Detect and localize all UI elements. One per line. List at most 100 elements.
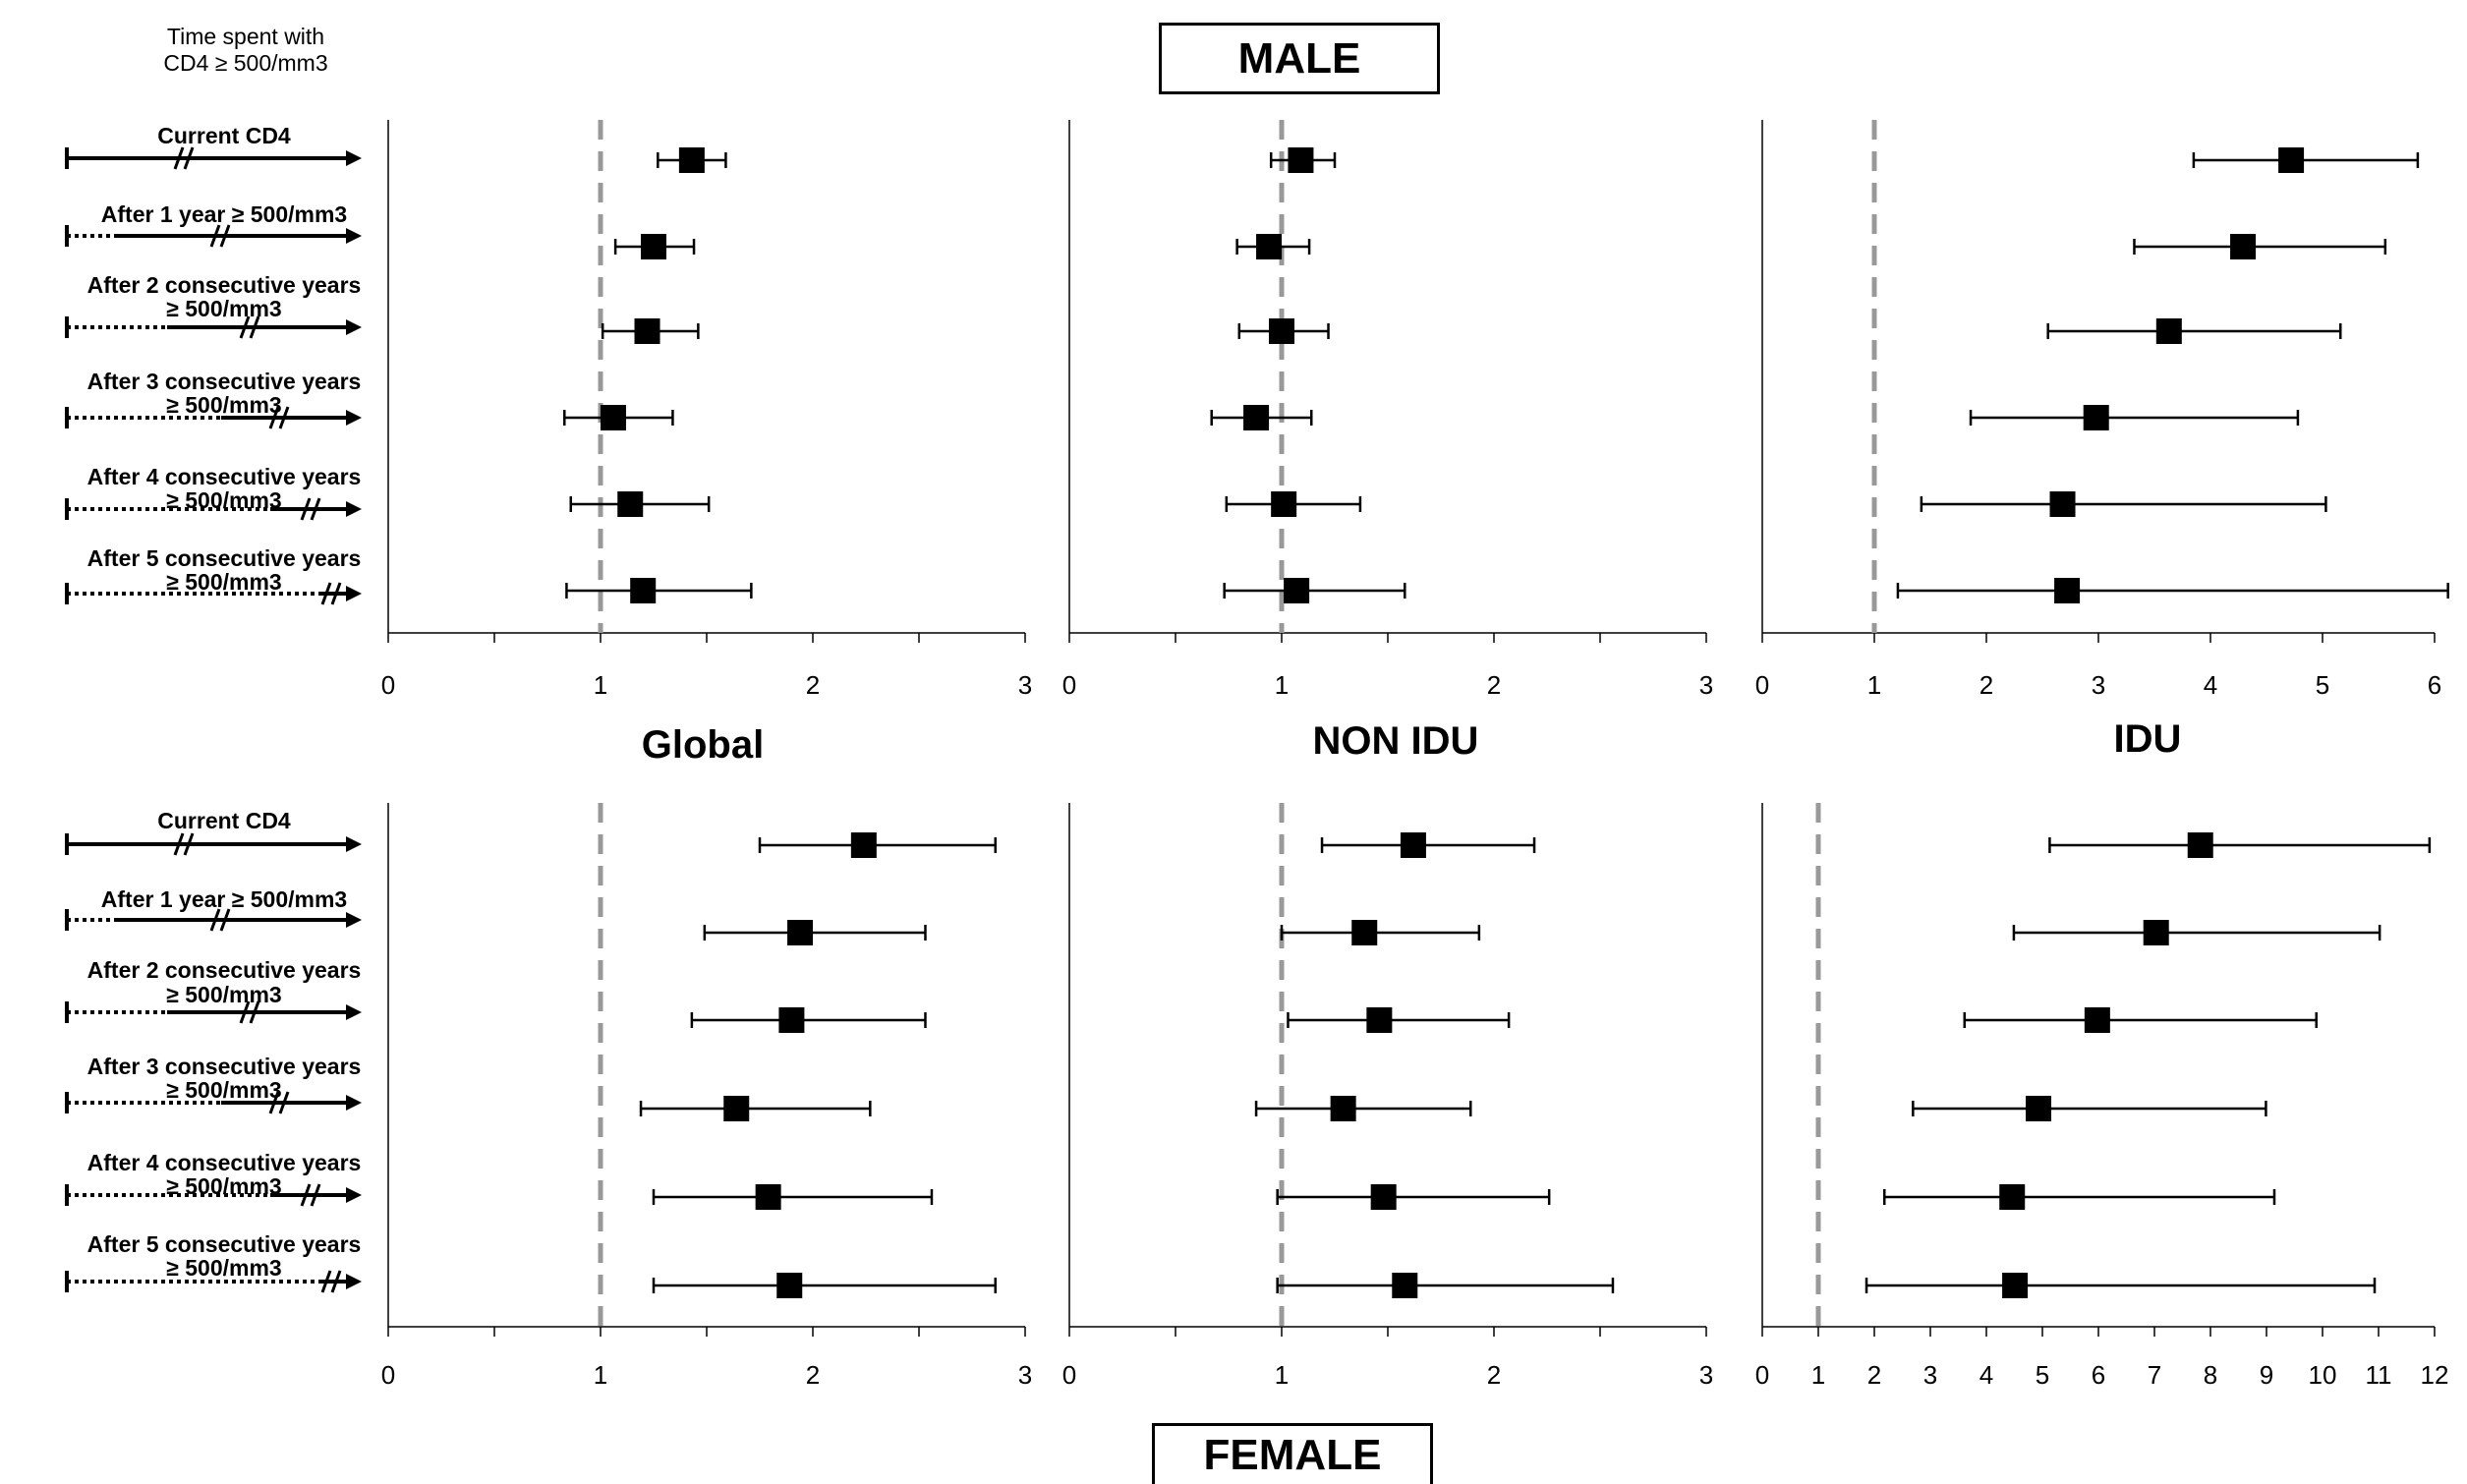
female-row-diagram-6-break-slash-b <box>330 1270 342 1293</box>
legend-title-line1: Time spent with <box>166 24 325 49</box>
male-idu-x-tick-label-6: 6 <box>2428 670 2441 700</box>
female-global-estimate-marker-5 <box>755 1184 781 1210</box>
male-idu-estimate-marker-5 <box>2049 491 2076 517</box>
female-row-diagram-1-break-slash-a <box>173 832 185 856</box>
female-global-estimate-marker-1 <box>850 832 877 858</box>
female-non-idu-estimate-marker-1 <box>1400 832 1426 858</box>
male-idu-estimate-marker-6 <box>2054 578 2081 603</box>
male-non-idu-estimate-marker-5 <box>1271 491 1297 517</box>
male-row-label-4-line1: After 3 consecutive years <box>87 369 362 394</box>
female-idu-x-tick-label-1: 1 <box>1811 1360 1825 1390</box>
female-row-diagram-5-break-slash-b <box>310 1183 321 1207</box>
male-row-diagram-4-break-slash-b <box>278 406 290 429</box>
female-row-diagram-1-arrowhead <box>346 836 362 852</box>
female-row-diagram-3-break-slash-b <box>249 1000 260 1024</box>
male-non-idu-x-tick-label-0: 0 <box>1062 670 1076 700</box>
male-global-x-tick-label-1: 1 <box>594 670 607 700</box>
male-idu-x-tick-label-0: 0 <box>1755 670 1769 700</box>
male-row-diagram-3-break-slash-a <box>239 315 251 339</box>
female-idu-x-tick-label-5: 5 <box>2036 1360 2049 1390</box>
female-idu-x-tick-label-9: 9 <box>2260 1360 2273 1390</box>
female-row-diagram-1-break-slash-b <box>183 832 195 856</box>
female-global-x-tick-label-3: 3 <box>1018 1360 1032 1390</box>
female-row-diagram-4-break-slash-a <box>268 1091 280 1114</box>
panel-label-non-idu: NON IDU <box>1312 719 1479 763</box>
female-non-idu-estimate-marker-4 <box>1330 1096 1356 1121</box>
male-non-idu-estimate-marker-2 <box>1256 234 1283 259</box>
male-global-x-tick-label-3: 3 <box>1018 670 1032 700</box>
female-non-idu-x-tick-label-2: 2 <box>1487 1360 1501 1390</box>
male-global-estimate-marker-5 <box>617 491 644 517</box>
male-non-idu-x-tick-label-3: 3 <box>1699 670 1713 700</box>
female-row-diagram-4-break-slash-b <box>278 1091 290 1114</box>
female-non-idu-estimate-marker-6 <box>1392 1273 1418 1298</box>
female-non-idu-x-tick-label-1: 1 <box>1275 1360 1289 1390</box>
female-idu-x-tick-label-7: 7 <box>2148 1360 2161 1390</box>
panel-label-global: Global <box>641 723 765 767</box>
male-title: MALE <box>1159 23 1440 94</box>
panel-label-idu: IDU <box>2113 717 2182 761</box>
male-non-idu-x-tick-label-2: 2 <box>1487 670 1501 700</box>
male-row-diagram-6-break-slash-b <box>330 582 342 605</box>
male-non-idu-estimate-marker-6 <box>1284 578 1310 603</box>
male-row-diagram-5-arrowhead <box>346 501 362 517</box>
female-row-diagram-5-arrowhead <box>346 1187 362 1203</box>
female-global-estimate-marker-3 <box>778 1007 805 1033</box>
male-row-diagram-5-break-slash-b <box>310 497 321 521</box>
female-global-x-tick-label-1: 1 <box>594 1360 607 1390</box>
female-idu-x-tick-label-2: 2 <box>1867 1360 1881 1390</box>
male-non-idu-estimate-marker-3 <box>1269 318 1294 344</box>
female-row-diagram-3-arrowhead <box>346 1004 362 1020</box>
female-row-diagram-6-arrowhead <box>346 1274 362 1289</box>
female-row-diagram-4-arrowhead <box>346 1095 362 1111</box>
female-idu-estimate-marker-5 <box>1999 1184 2026 1210</box>
male-non-idu-x-tick-label-1: 1 <box>1275 670 1289 700</box>
female-idu-x-tick-label-11: 11 <box>2366 1360 2392 1390</box>
female-non-idu-estimate-marker-3 <box>1366 1007 1393 1033</box>
female-row-diagram-3-break-slash-a <box>239 1000 251 1024</box>
male-row-label-1-line1: Current CD4 <box>157 123 291 148</box>
female-idu-x-tick-label-12: 12 <box>2421 1360 2449 1390</box>
female-idu-x-tick-label-10: 10 <box>2309 1360 2337 1390</box>
male-global-estimate-marker-2 <box>641 234 666 259</box>
male-global-estimate-marker-4 <box>600 405 626 430</box>
male-row-label-6-line2: ≥ 500/mm3 <box>166 569 281 595</box>
male-row-diagram-5-break-slash-a <box>300 497 312 521</box>
male-row-diagram-1-arrowhead <box>346 150 362 166</box>
legend-header: Time spent with CD4 ≥ 500/mm3 <box>88 24 403 77</box>
male-global-x-tick-label-2: 2 <box>806 670 820 700</box>
female-row-label-3-line1: After 2 consecutive years <box>87 957 362 983</box>
male-global-x-tick-label-0: 0 <box>381 670 395 700</box>
female-non-idu-estimate-marker-5 <box>1370 1184 1397 1210</box>
male-row-label-3-line1: After 2 consecutive years <box>87 272 362 298</box>
female-row-diagram-6-break-slash-a <box>320 1270 332 1293</box>
female-row-label-1-line1: Current CD4 <box>157 808 291 833</box>
female-row-label-2-line1: After 1 year ≥ 500/mm3 <box>101 886 347 912</box>
male-row-diagram-2-break-slash-b <box>219 224 231 248</box>
female-row-label-4-line2: ≥ 500/mm3 <box>166 1077 281 1103</box>
male-global-estimate-marker-6 <box>630 578 657 603</box>
male-row-label-6-line1: After 5 consecutive years <box>87 545 362 571</box>
female-row-diagram-2-break-slash-a <box>209 908 221 932</box>
female-row-diagram-5-break-slash-a <box>300 1183 312 1207</box>
female-idu-estimate-marker-4 <box>2026 1096 2052 1121</box>
female-idu-estimate-marker-1 <box>2187 832 2213 858</box>
male-row-label-5-line1: After 4 consecutive years <box>87 464 362 489</box>
female-row-label-3-line2: ≥ 500/mm3 <box>166 982 281 1007</box>
male-row-diagram-4-break-slash-a <box>268 406 280 429</box>
female-row-label-6-line2: ≥ 500/mm3 <box>166 1255 281 1281</box>
male-idu-x-tick-label-3: 3 <box>2092 670 2105 700</box>
male-idu-x-tick-label-5: 5 <box>2316 670 2329 700</box>
female-idu-x-tick-label-3: 3 <box>1923 1360 1937 1390</box>
female-row-label-6-line1: After 5 consecutive years <box>87 1231 362 1257</box>
male-global-estimate-marker-1 <box>678 147 705 173</box>
female-global-estimate-marker-4 <box>723 1096 750 1121</box>
female-global-estimate-marker-2 <box>787 920 814 945</box>
male-row-diagram-6-arrowhead <box>346 586 362 601</box>
male-idu-estimate-marker-4 <box>2083 405 2109 430</box>
female-non-idu-x-tick-label-3: 3 <box>1699 1360 1713 1390</box>
male-global-estimate-marker-3 <box>634 318 660 344</box>
female-idu-estimate-marker-6 <box>2002 1273 2029 1298</box>
